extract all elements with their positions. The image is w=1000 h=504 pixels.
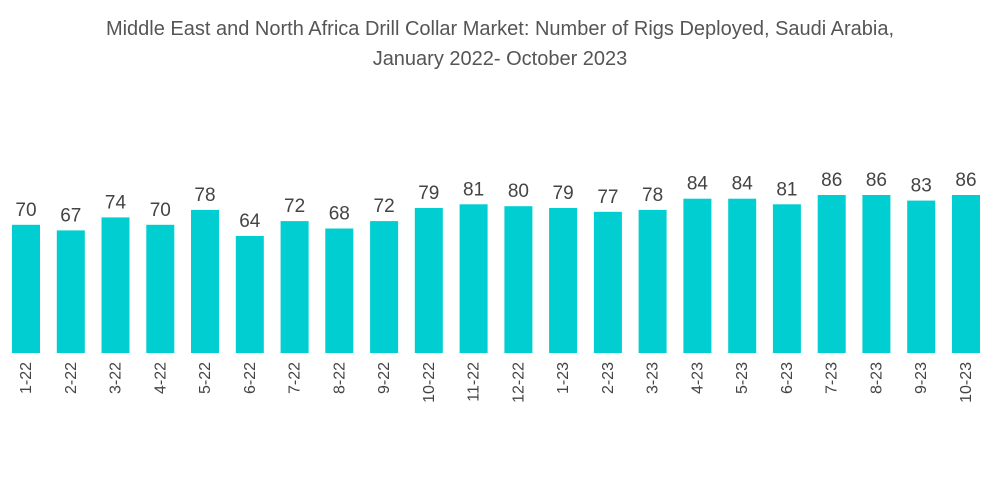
bar-10-22 xyxy=(414,208,443,353)
value-label-6-22: 64 xyxy=(239,211,261,232)
value-label-1-22: 70 xyxy=(15,200,36,221)
value-label-3-22: 74 xyxy=(105,192,127,213)
chart-title-line-1: Middle East and North Africa Drill Colla… xyxy=(105,18,895,40)
value-label-2-22: 67 xyxy=(60,205,81,226)
chart-title-line-2: January 2022- October 2023 xyxy=(372,48,628,70)
bar-4-23 xyxy=(683,198,712,353)
category-label-6-22: 6-22 xyxy=(242,362,259,394)
bars-group xyxy=(12,195,980,353)
category-label-9-23: 9-23 xyxy=(913,362,930,394)
bar-5-23 xyxy=(728,198,757,353)
bar-9-23 xyxy=(907,200,936,353)
value-label-7-22: 72 xyxy=(284,196,305,217)
bar-3-22 xyxy=(101,217,130,353)
category-label-4-22: 4-22 xyxy=(152,362,169,394)
category-label-2-22: 2-22 xyxy=(63,362,80,394)
value-label-2-23: 77 xyxy=(597,187,618,208)
bar-1-22 xyxy=(12,224,40,353)
value-label-10-23: 86 xyxy=(955,170,976,191)
bar-11-22 xyxy=(459,204,488,353)
category-label-11-22: 11-22 xyxy=(466,362,483,402)
category-label-7-22: 7-22 xyxy=(287,362,304,394)
category-label-1-23: 1-23 xyxy=(555,362,572,394)
category-label-5-23: 5-23 xyxy=(734,362,751,394)
value-label-8-23: 86 xyxy=(866,170,887,191)
bar-12-22 xyxy=(504,206,533,353)
bar-3-23 xyxy=(638,209,667,353)
bar-2-22 xyxy=(56,230,85,353)
category-label-3-22: 3-22 xyxy=(108,362,125,394)
chart-title: Middle East and North Africa Drill Colla… xyxy=(0,14,1000,74)
category-label-10-22: 10-22 xyxy=(421,362,438,403)
bar-7-22 xyxy=(280,221,309,353)
value-labels-group: 70 67 74 70 78 64 72 68 72 79 81 80 79 77 78 84 84 81 86 86… xyxy=(15,170,976,232)
value-label-5-22: 78 xyxy=(194,185,215,206)
value-label-7-23: 86 xyxy=(821,170,842,191)
bar-8-23 xyxy=(862,195,891,353)
category-label-4-23: 4-23 xyxy=(689,362,706,394)
value-label-4-22: 70 xyxy=(150,200,171,221)
bar-6-22 xyxy=(235,236,264,353)
value-label-6-23: 81 xyxy=(776,179,797,200)
bar-4-22 xyxy=(146,224,175,353)
value-label-11-22: 81 xyxy=(463,179,484,200)
category-label-10-23: 10-23 xyxy=(958,362,975,403)
value-label-12-22: 80 xyxy=(508,181,529,202)
value-label-9-22: 72 xyxy=(374,196,395,217)
bar-9-22 xyxy=(370,221,399,353)
category-labels-group: 1-22 2-22 3-22 4-22 5-22 6-22 7-22 8-22 9-22 10-2… xyxy=(18,362,975,403)
bar-8-22 xyxy=(325,228,354,353)
value-label-4-23: 84 xyxy=(687,174,709,195)
bar-7-23 xyxy=(817,195,846,353)
value-label-9-23: 83 xyxy=(911,176,932,197)
bar-1-23 xyxy=(549,208,578,353)
category-label-3-23: 3-23 xyxy=(645,362,662,394)
value-label-10-22: 79 xyxy=(418,183,439,204)
bar-10-23 xyxy=(952,195,980,353)
category-label-7-23: 7-23 xyxy=(824,362,841,394)
value-label-3-23: 78 xyxy=(642,185,663,206)
bar-2-23 xyxy=(593,211,622,353)
category-label-6-23: 6-23 xyxy=(779,362,796,394)
bar-6-23 xyxy=(772,204,801,353)
value-label-5-23: 84 xyxy=(732,174,754,195)
bar-5-22 xyxy=(191,209,219,353)
category-label-5-22: 5-22 xyxy=(197,362,214,394)
category-label-8-23: 8-23 xyxy=(868,362,885,394)
category-label-2-23: 2-23 xyxy=(600,362,617,394)
value-label-8-22: 68 xyxy=(329,204,350,225)
category-label-9-22: 9-22 xyxy=(376,362,393,394)
value-label-1-23: 79 xyxy=(553,183,574,204)
category-label-12-22: 12-22 xyxy=(510,362,527,403)
category-label-1-22: 1-22 xyxy=(18,362,35,394)
category-label-8-22: 8-22 xyxy=(331,362,348,394)
